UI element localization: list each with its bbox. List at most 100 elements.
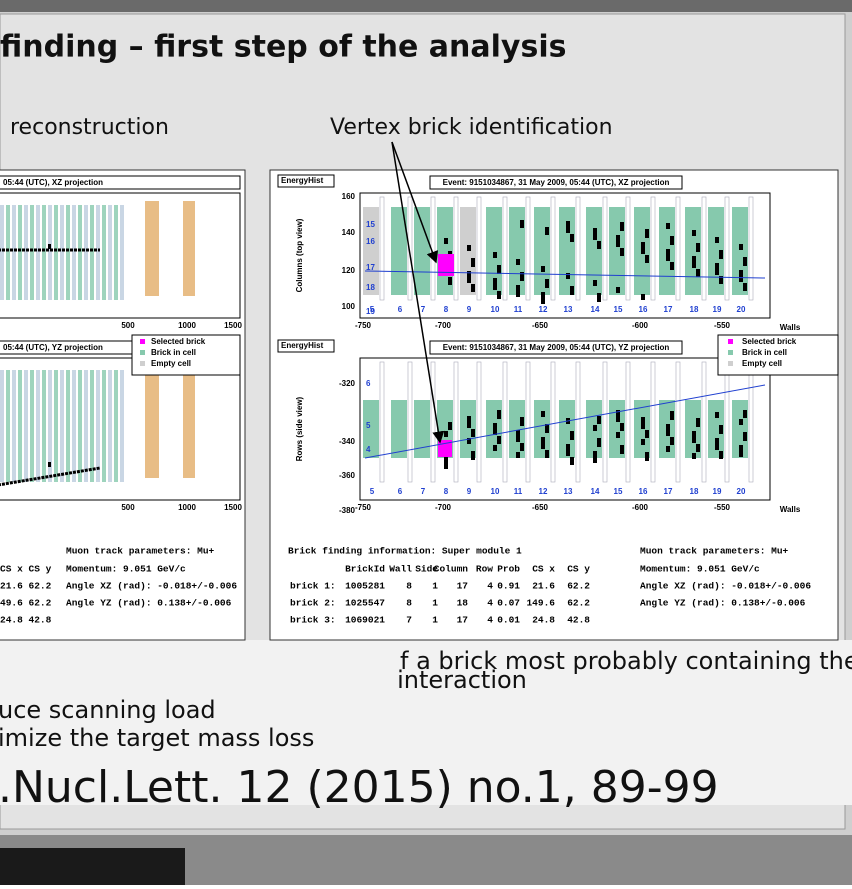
table-cell: 0.91 — [497, 581, 520, 592]
table-cell: 1025547 — [345, 598, 385, 609]
wall-label: 19 — [713, 305, 722, 314]
bullet-box — [0, 640, 852, 805]
hit — [444, 238, 448, 244]
hit — [516, 430, 520, 442]
cell-label: 16 — [366, 237, 375, 246]
plot-title: Event: 9151034867, 31 May 2009, 05:44 (U… — [443, 343, 670, 352]
bullet: f a brick most probably containing the n… — [400, 647, 852, 675]
table-cell: 42.8 — [567, 615, 590, 626]
hit — [467, 438, 471, 444]
table-column: CS x — [532, 564, 555, 575]
brick-column — [183, 201, 195, 296]
brick-column — [391, 207, 407, 295]
legend-box — [131, 334, 241, 376]
empty-column — [650, 361, 656, 483]
brick-column — [363, 207, 379, 295]
wall-label: 12 — [539, 487, 548, 496]
bullet: imize the target mass loss — [0, 724, 314, 752]
cell — [120, 205, 124, 300]
hit — [593, 425, 597, 431]
x-tick-label: -700 — [435, 321, 452, 330]
cell — [18, 370, 22, 482]
table-cell: brick 3: — [290, 615, 336, 626]
cell — [66, 370, 70, 482]
x-tick-label: 1500 — [224, 503, 242, 512]
muon-line: Muon track parameters: Mu+ — [66, 546, 215, 557]
hist-label: EnergyHist — [281, 176, 324, 185]
empty-column — [476, 196, 482, 301]
empty-column — [430, 361, 436, 483]
brick-column — [685, 400, 701, 458]
hit — [520, 272, 524, 281]
brick-column — [708, 400, 724, 458]
hist-label-box — [277, 174, 335, 188]
cell — [102, 205, 106, 300]
hit — [670, 411, 674, 420]
hit — [696, 243, 700, 252]
hit — [593, 451, 597, 463]
legend-swatch — [140, 361, 145, 366]
hit — [570, 234, 574, 242]
hit — [471, 284, 475, 292]
wall-label: 8 — [444, 305, 449, 314]
muon-line: Angle XZ (rad): -0.018+/-0.006 — [66, 581, 237, 592]
hit — [593, 280, 597, 286]
wall-label: 9 — [467, 487, 472, 496]
hit — [715, 412, 719, 418]
muon-line: Muon track parameters: Mu+ — [640, 546, 789, 557]
title-box — [429, 175, 683, 190]
hit — [497, 265, 501, 274]
empty-column — [675, 361, 681, 483]
hit — [715, 237, 719, 243]
cell-label: 17 — [366, 263, 375, 272]
table-cell: 62.2 — [567, 581, 590, 592]
empty-column — [502, 196, 508, 301]
hit — [467, 271, 471, 283]
top-bar — [0, 0, 852, 12]
x-axis-label: Walls — [780, 505, 801, 514]
cell — [66, 205, 70, 300]
hit — [692, 256, 696, 268]
hit — [48, 462, 51, 467]
hit — [566, 221, 570, 233]
empty-column — [379, 196, 385, 301]
cell — [60, 370, 64, 482]
cell-label: 5 — [366, 421, 371, 430]
empty-column — [701, 361, 707, 483]
wall-label: 6 — [398, 487, 403, 496]
cell — [84, 205, 88, 300]
table-cell: brick 1: — [290, 581, 336, 592]
empty-column — [701, 196, 707, 301]
table-cell: 1069021 — [345, 615, 385, 626]
hit — [719, 451, 723, 459]
cell — [60, 205, 64, 300]
table-cell: 62.2 — [567, 598, 590, 609]
x-tick-label: 1000 — [178, 321, 196, 330]
brick-column — [414, 400, 430, 458]
hit — [620, 423, 624, 431]
x-tick-label: -550 — [714, 503, 731, 512]
arrow — [391, 141, 439, 264]
wall-label: 6 — [398, 305, 403, 314]
hit — [692, 431, 696, 443]
hit — [444, 431, 448, 437]
caption-left: reconstruction — [10, 115, 169, 140]
cell — [84, 370, 88, 482]
wall-label: 16 — [639, 487, 648, 496]
table-cell: 17 — [457, 615, 469, 626]
wall-label: 8 — [444, 487, 449, 496]
cell — [96, 370, 100, 482]
hit — [645, 430, 649, 438]
brick-column — [534, 400, 550, 458]
hit — [516, 259, 520, 265]
track-fit — [364, 270, 766, 279]
y-tick-label: -340 — [339, 437, 356, 446]
hit — [616, 235, 620, 247]
legend-swatch — [140, 339, 145, 344]
cell — [114, 205, 118, 300]
hit — [493, 445, 497, 451]
hit — [743, 410, 747, 418]
hit — [467, 245, 471, 251]
